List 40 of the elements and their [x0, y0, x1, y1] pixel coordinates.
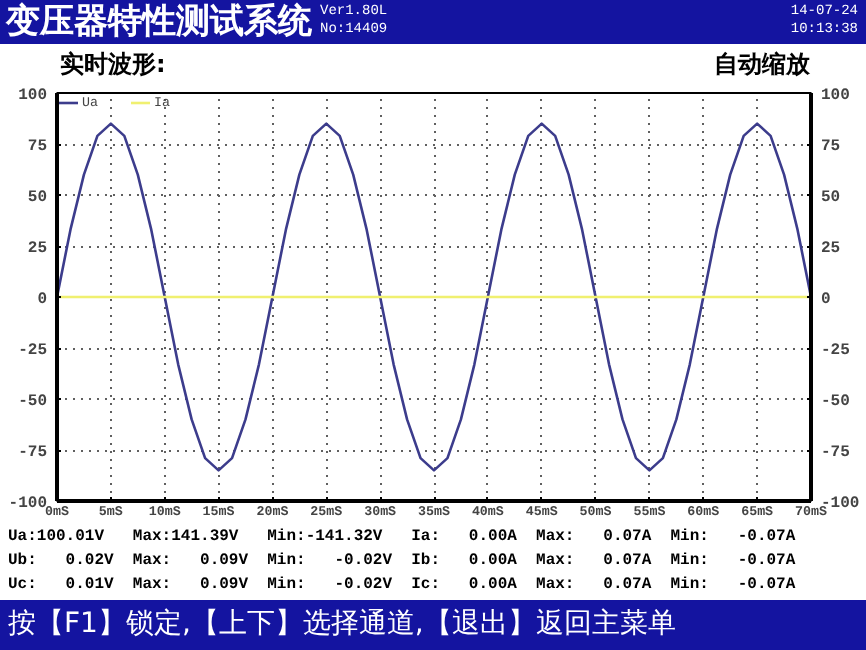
text: Min: -0.02V	[267, 574, 393, 596]
y2-tick-label: -50	[821, 393, 851, 411]
y-tick-label: -25	[18, 342, 48, 360]
text: Ub: 0.02V	[8, 550, 114, 572]
text: Ic: 0.00A	[411, 574, 517, 596]
text: Min: -0.07A	[670, 526, 796, 548]
line-series	[57, 122, 811, 472]
y-tick-label: 100	[18, 87, 48, 105]
y-tick-label: 0	[37, 291, 48, 309]
text: Min: -0.02V	[267, 550, 393, 572]
text: Max: 0.07A	[536, 526, 652, 548]
y-tick-label: -50	[18, 393, 48, 411]
y2-tick-label: 0	[821, 291, 831, 309]
chart-subtitle: 实时波形:	[60, 50, 166, 78]
y-tick-label: 50	[27, 189, 48, 207]
text: Max: 0.07A	[536, 574, 652, 596]
text: Max: 0.07A	[536, 550, 652, 572]
y-tick-label: 25	[27, 240, 48, 258]
y2-tick-label: 25	[821, 240, 841, 258]
text: 按【F1】锁定,【上下】选择通道,【退出】返回主菜单	[8, 606, 676, 642]
text: Ia: 0.00A	[411, 526, 517, 548]
text: Max: 0.09V	[132, 574, 249, 596]
y2-tick-label: -75	[821, 444, 851, 462]
text: Min: -0.07A	[670, 550, 796, 572]
y-tick-label: 75	[27, 138, 48, 156]
text: Min:-141.32V	[267, 526, 383, 548]
y-tick-label: -100	[8, 495, 48, 513]
chart-title: 变压器特性测试系统	[6, 0, 312, 44]
text: Max: 0.09V	[132, 550, 249, 572]
text: Max:141.39V	[132, 526, 239, 548]
text: Ib: 0.00A	[411, 550, 517, 572]
text: Ua:100.01V	[8, 526, 105, 548]
text: 自动缩放	[714, 50, 810, 78]
y2-tick-label: 50	[821, 189, 841, 207]
y-tick-label: -75	[18, 444, 48, 462]
y2-tick-label: 100	[821, 87, 851, 105]
y2-tick-label: -25	[821, 342, 851, 360]
text: Min: -0.07A	[670, 574, 796, 596]
y2-tick-label: 75	[821, 138, 841, 156]
text: Uc: 0.01V	[8, 574, 114, 596]
